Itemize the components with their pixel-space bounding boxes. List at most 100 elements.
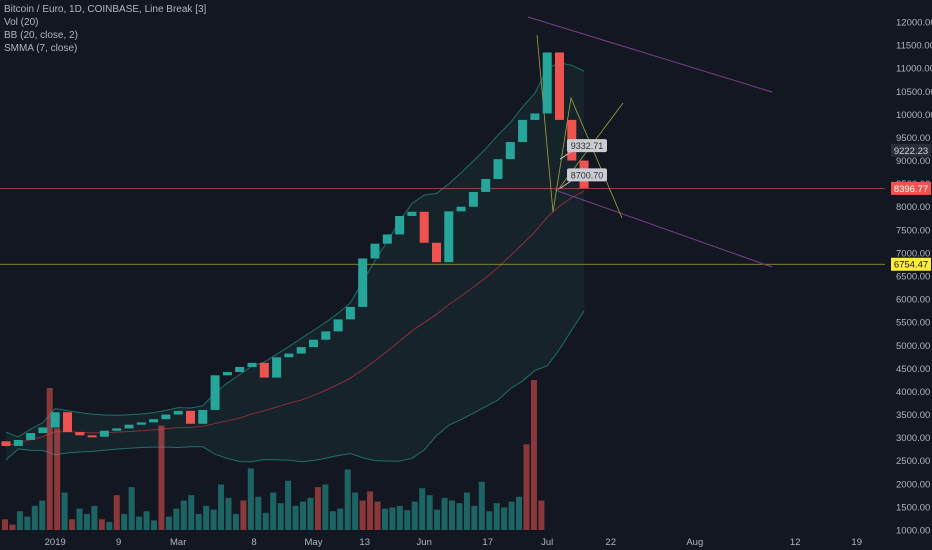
volume-bar (344, 469, 351, 530)
price-brick[interactable] (259, 362, 269, 378)
price-brick[interactable] (407, 211, 417, 216)
bollinger-lower-line (5, 310, 585, 463)
price-brick[interactable] (186, 410, 195, 424)
smma-indicator-label[interactable]: SMMA (7, close) (4, 43, 78, 54)
price-brick[interactable] (272, 357, 282, 378)
volume-bar (262, 512, 269, 530)
y-tick-label: 6000.00 (896, 295, 930, 306)
price-brick[interactable] (530, 113, 540, 120)
y-tick-label: 1500.00 (896, 502, 930, 513)
price-brick[interactable] (444, 211, 454, 263)
price-brick[interactable] (136, 422, 146, 425)
y-tick-label: 10000.00 (896, 110, 932, 121)
volume-bar (9, 524, 16, 530)
bollinger-band-fill (6, 62, 585, 462)
volume-bar (106, 521, 113, 530)
current-price-badge-bg (891, 181, 931, 195)
volume-bar (195, 513, 202, 530)
volume-bar (426, 495, 433, 530)
volume-bar (419, 488, 426, 530)
price-brick[interactable] (26, 433, 36, 440)
volume-bar (411, 501, 418, 530)
x-tick-label: 17 (482, 537, 493, 548)
price-brick[interactable] (333, 319, 343, 332)
price-brick[interactable] (38, 427, 48, 434)
volume-bar (46, 388, 53, 530)
price-brick[interactable] (124, 424, 134, 429)
y-tick-label: 3500.00 (896, 410, 930, 421)
price-badge-9222-bg (891, 143, 931, 157)
volume-bar (270, 492, 277, 530)
price-brick[interactable] (382, 234, 392, 244)
volume-bar (463, 492, 470, 530)
symbol-title[interactable]: Bitcoin / Euro, 1D, COINBASE, Line Break… (4, 4, 207, 15)
volume-bar (523, 444, 530, 530)
price-brick[interactable] (309, 339, 318, 348)
price-brick[interactable] (235, 366, 245, 373)
price-brick[interactable] (358, 258, 368, 307)
price-brick[interactable] (247, 362, 257, 367)
volume-bar (31, 505, 38, 530)
price-brick[interactable] (321, 331, 331, 340)
price-brick[interactable] (13, 439, 23, 446)
price-brick[interactable] (63, 412, 72, 433)
y-tick-label: 7500.00 (896, 225, 930, 236)
price-brick[interactable] (87, 435, 97, 438)
price-brick[interactable] (50, 412, 60, 428)
price-brick[interactable] (505, 142, 515, 160)
volume-bar (165, 516, 172, 530)
price-brick[interactable] (1, 441, 11, 446)
price-brick[interactable] (296, 347, 306, 354)
price-brick[interactable] (210, 375, 220, 410)
volume-bar (307, 497, 314, 530)
price-label-text: 9332.71 (571, 141, 604, 151)
price-brick[interactable] (161, 414, 171, 420)
volume-bar (314, 487, 321, 530)
pattern-drawing (536, 34, 623, 219)
volume-bar (2, 519, 8, 530)
volume-bar (367, 491, 374, 530)
price-brick[interactable] (493, 159, 503, 180)
price-brick[interactable] (432, 242, 441, 263)
volume-bar (143, 511, 150, 530)
price-brick[interactable] (99, 430, 109, 437)
price-brick[interactable] (173, 410, 183, 415)
price-brick[interactable] (222, 372, 232, 376)
price-brick[interactable] (149, 419, 159, 423)
price-brick[interactable] (395, 215, 405, 235)
price-brick[interactable] (468, 191, 478, 207)
price-brick[interactable] (284, 353, 294, 358)
price-brick[interactable] (198, 409, 208, 424)
y-tick-label: 11500.00 (896, 41, 932, 52)
volume-bar (24, 516, 31, 530)
volume-bar (83, 513, 90, 530)
price-brick[interactable] (75, 432, 85, 436)
price-badge-9222: 9222.23 (894, 146, 928, 157)
y-tick-label: 10500.00 (896, 87, 932, 98)
volume-bar (493, 503, 500, 530)
price-brick[interactable] (345, 306, 355, 320)
volume-bar (16, 511, 23, 530)
price-brick[interactable] (112, 428, 122, 431)
x-tick-label: 8 (251, 537, 256, 548)
price-brick[interactable] (370, 243, 380, 259)
price-brick[interactable] (419, 211, 429, 243)
price-brick[interactable] (481, 179, 491, 192)
bollinger-indicator-label[interactable]: BB (20, close, 2) (4, 30, 78, 41)
volume-bar (404, 510, 411, 530)
y-tick-label: 12000.00 (896, 18, 932, 29)
volume-bar (173, 508, 180, 530)
price-brick[interactable] (518, 119, 528, 143)
y-tick-label: 8000.00 (896, 202, 930, 213)
volume-bar (113, 495, 120, 530)
volume-bar (434, 509, 441, 530)
price-brick[interactable] (555, 52, 564, 120)
price-brick[interactable] (542, 52, 552, 114)
volume-indicator-label[interactable]: Vol (20) (4, 17, 39, 28)
y-tick-label: 5000.00 (896, 341, 930, 352)
price-brick[interactable] (456, 206, 466, 212)
x-tick-label: Aug (686, 537, 703, 548)
volume-bar (98, 519, 105, 530)
volume-bar (449, 500, 455, 530)
